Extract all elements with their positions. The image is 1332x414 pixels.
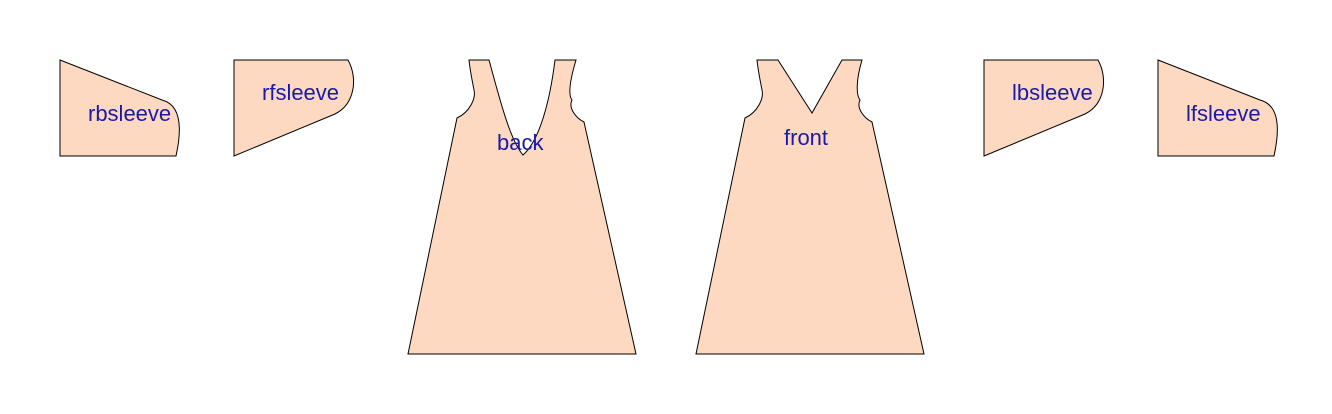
lbsleeve-piece: lbsleeve [983, 59, 1105, 157]
rfsleeve-label: rfsleeve [262, 80, 339, 105]
front-label: front [784, 125, 828, 150]
rbsleeve-shape [59, 59, 180, 157]
lbsleeve-shape [983, 59, 1105, 157]
back-piece: back [407, 59, 637, 355]
rfsleeve-piece: rfsleeve [233, 59, 355, 157]
front-shape [695, 59, 925, 355]
front-piece: front [695, 59, 925, 355]
lbsleeve-label: lbsleeve [1012, 80, 1093, 105]
lfsleeve-label: lfsleeve [1186, 101, 1261, 126]
rbsleeve-label: rbsleeve [88, 101, 171, 126]
back-label: back [497, 130, 544, 155]
lfsleeve-piece: lfsleeve [1157, 59, 1278, 157]
rbsleeve-piece: rbsleeve [59, 59, 180, 157]
back-shape [407, 59, 637, 355]
rfsleeve-shape [233, 59, 355, 157]
lfsleeve-shape [1157, 59, 1278, 157]
